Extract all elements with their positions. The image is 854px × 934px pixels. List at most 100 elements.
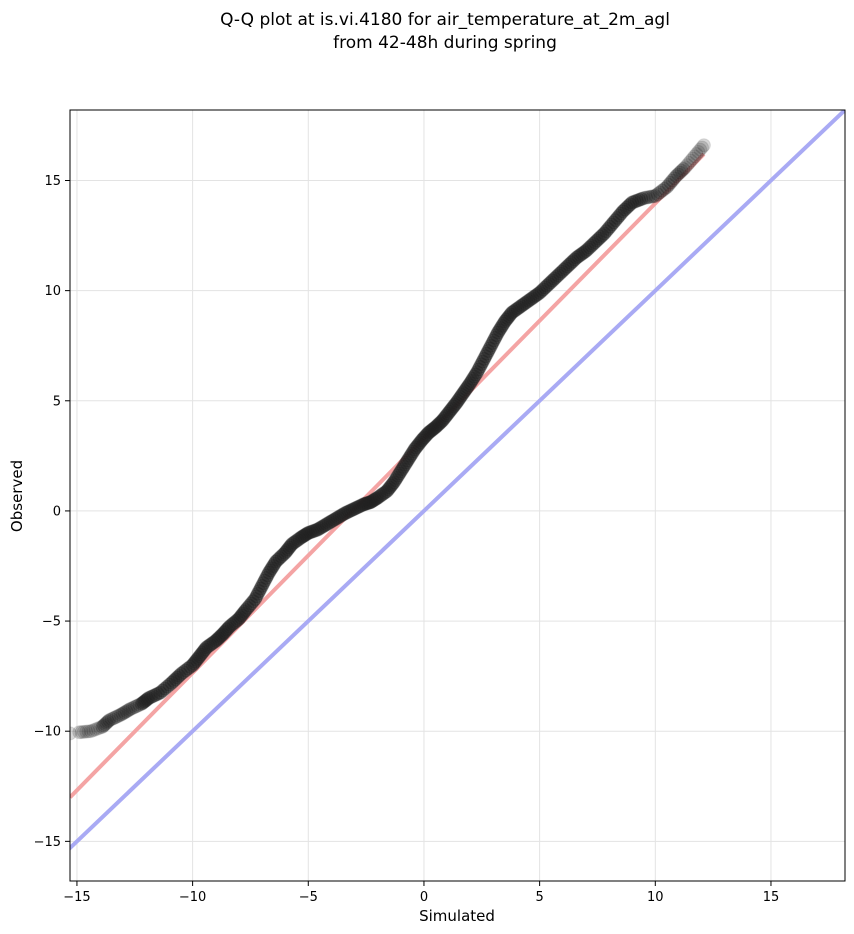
quantile-point (111, 708, 126, 723)
quantile-point (643, 189, 658, 204)
quantile-point (477, 351, 492, 366)
quantile-point (201, 639, 216, 654)
quantile-point (278, 545, 293, 560)
quantile-point (556, 262, 571, 277)
quantile-point (244, 596, 259, 611)
quantile-point (421, 425, 436, 440)
quantile-point (88, 722, 103, 737)
quantile-point (285, 536, 300, 551)
quantile-point (621, 199, 636, 214)
quantile-point (248, 592, 263, 607)
quantile-point (416, 431, 431, 446)
chart-title-line-2: from 42-48h during spring (333, 33, 557, 53)
quantile-point (310, 522, 325, 537)
quantile-point (183, 659, 198, 674)
quantile-point (641, 190, 656, 205)
quantile-point (74, 725, 89, 740)
quantile-point (595, 228, 610, 243)
quantile-point (274, 549, 289, 564)
quantile-point (695, 140, 710, 155)
quantile-point (217, 625, 232, 640)
quantile-point (385, 477, 400, 492)
quantile-point (428, 420, 443, 435)
quantile-point (593, 229, 608, 244)
quantile-point (162, 677, 177, 692)
quantile-point (693, 142, 708, 157)
quantile-point (222, 619, 237, 634)
quantile-point (221, 621, 236, 636)
quantile-point (427, 421, 442, 436)
quantile-point (127, 699, 142, 714)
quantile-point (627, 194, 642, 209)
quantile-point (540, 278, 555, 293)
quantile-point (606, 215, 621, 230)
quantile-point (496, 316, 511, 331)
quantile-point (369, 491, 384, 506)
quantile-point (629, 193, 644, 208)
quantile-point (523, 292, 538, 307)
quantile-point (234, 608, 249, 623)
quantile-point (571, 249, 586, 264)
quantile-point (674, 163, 689, 178)
quantile-point (551, 268, 566, 283)
quantile-point (449, 395, 464, 410)
quantile-point (168, 672, 183, 687)
quantile-point (384, 478, 399, 493)
quantile-point (176, 665, 191, 680)
quantile-point (569, 250, 584, 265)
quantile-point (187, 656, 201, 671)
quantile-point (356, 497, 371, 512)
quantile-point (286, 535, 301, 550)
quantile-point (393, 464, 408, 479)
quantile-point (636, 191, 651, 206)
quantile-point (121, 703, 136, 718)
quantile-point (301, 525, 316, 540)
quantile-point (205, 636, 220, 651)
quantile-point (519, 295, 534, 310)
quantile-point (470, 365, 485, 380)
quantile-point (150, 686, 165, 701)
quantile-point (242, 598, 257, 613)
x-axis-label: Simulated (419, 907, 495, 925)
quantile-point (388, 473, 403, 488)
quantile-point (532, 285, 547, 300)
quantile-point (379, 484, 394, 499)
quantile-point (503, 307, 518, 322)
quantile-point (696, 138, 711, 153)
quantile-point (143, 690, 158, 705)
quantile-point (399, 455, 414, 470)
quantile-point (655, 183, 670, 198)
quantile-point (661, 177, 676, 192)
quantile-point (172, 668, 187, 683)
quantile-point (634, 191, 649, 206)
quantile-point (266, 558, 281, 573)
quantile-point (191, 651, 206, 666)
quantile-point (466, 371, 480, 386)
quantile-point (584, 238, 599, 253)
quantile-point (336, 507, 351, 522)
quantile-point (148, 687, 163, 702)
quantile-point (117, 705, 132, 720)
quantile-point (567, 252, 582, 267)
quantile-point (230, 613, 245, 628)
quantile-point (450, 393, 465, 408)
quantile-point (446, 399, 461, 414)
quantile-point (497, 314, 512, 329)
quantile-point (174, 666, 189, 681)
quantile-point (691, 144, 706, 159)
quantile-point (614, 206, 629, 221)
quantile-point (211, 631, 226, 646)
y-tick-label: 10 (44, 284, 61, 299)
quantile-point (612, 208, 627, 223)
quantile-point (279, 544, 294, 559)
quantile-point (389, 470, 404, 485)
quantile-point (687, 149, 702, 164)
quantile-point (429, 418, 444, 433)
quantile-point (588, 235, 603, 250)
quantile-point (502, 309, 517, 324)
x-tick-label: 5 (535, 890, 543, 905)
quantile-point (81, 724, 96, 739)
quantile-point (261, 565, 276, 580)
quantile-point (541, 277, 556, 292)
